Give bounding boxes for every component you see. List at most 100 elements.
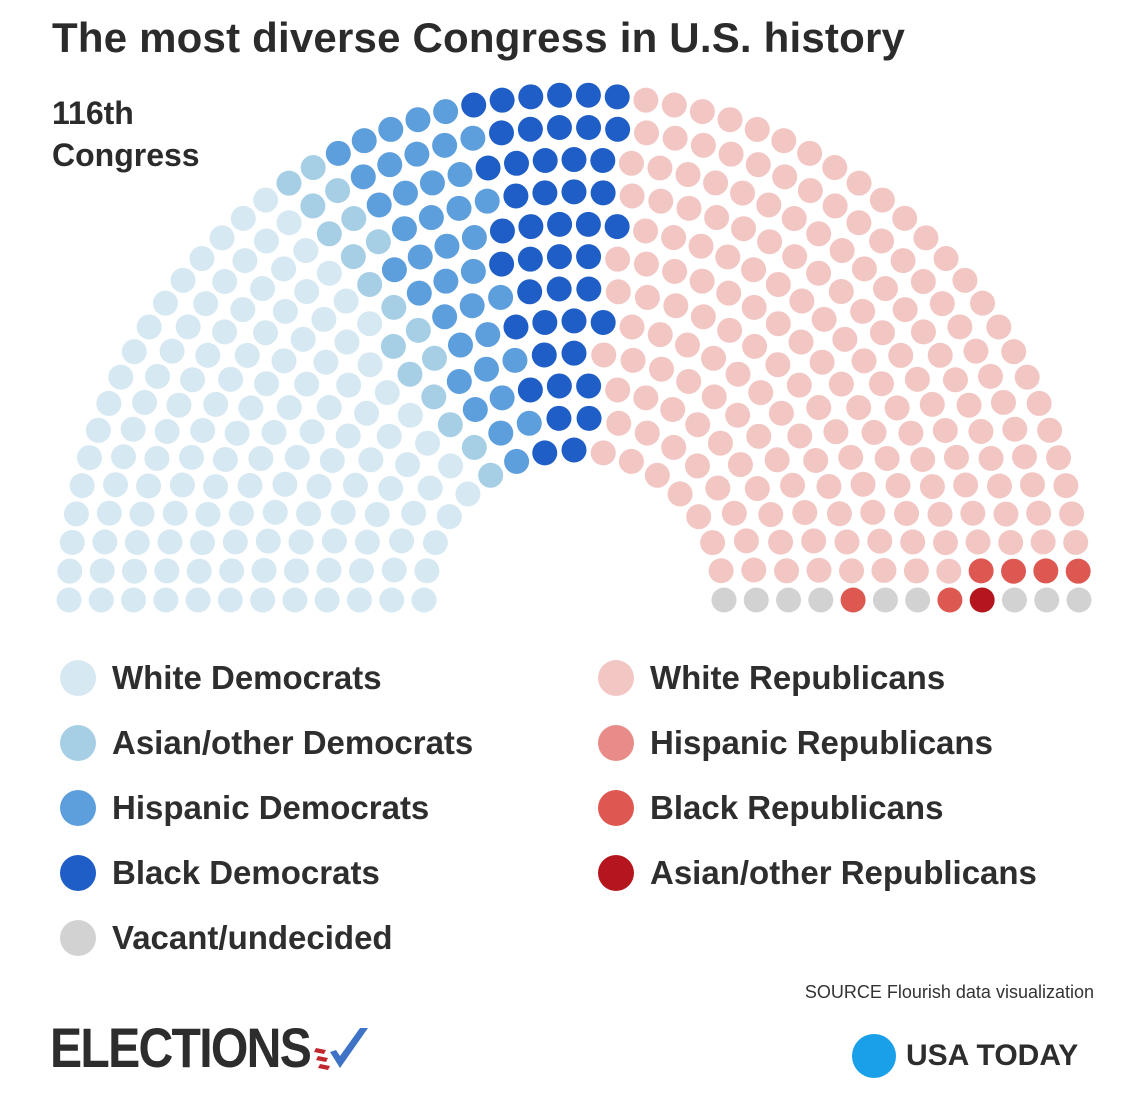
- seat-hispanic-dem: [473, 356, 499, 382]
- seat-white-dem: [189, 246, 215, 272]
- seat-hispanic-dem: [407, 244, 433, 270]
- seat-white-rep: [782, 244, 808, 270]
- seat-hispanic-dem: [433, 99, 459, 125]
- seat-black-dem: [546, 373, 572, 399]
- seat-white-dem: [57, 558, 83, 584]
- seat-white-dem: [237, 473, 263, 499]
- seat-black-dem: [532, 309, 558, 335]
- elections-logo: ELECTIONS: [50, 1018, 372, 1078]
- seat-white-rep: [797, 178, 823, 204]
- seat-white-rep: [663, 293, 689, 319]
- seat-white-rep: [649, 356, 675, 382]
- seat-white-rep: [704, 205, 730, 231]
- seat-white-dem: [319, 447, 345, 473]
- seat-vacant: [1034, 587, 1060, 613]
- seat-black-dem: [546, 405, 572, 431]
- seat-white-rep: [943, 444, 969, 470]
- seat-white-dem: [455, 481, 481, 507]
- legend-item-hispanic-republicans: Hispanic Republicans: [598, 717, 993, 769]
- seat-white-dem: [379, 587, 405, 613]
- seat-hispanic-dem: [418, 205, 444, 231]
- legend-label: Hispanic Democrats: [112, 789, 430, 826]
- seat-white-dem: [96, 390, 122, 416]
- seat-white-rep: [590, 440, 616, 466]
- seat-white-rep: [998, 530, 1024, 556]
- seat-white-rep: [884, 395, 910, 421]
- seat-asian-dem: [405, 317, 431, 343]
- seat-white-rep: [978, 445, 1004, 471]
- seat-white-rep: [910, 319, 936, 345]
- seat-white-rep: [690, 304, 716, 330]
- seat-white-dem: [357, 352, 383, 378]
- seat-white-dem: [336, 372, 362, 398]
- seat-hispanic-dem: [502, 347, 528, 373]
- seat-white-dem: [144, 445, 170, 471]
- seat-white-rep: [993, 501, 1019, 527]
- seat-white-dem: [195, 501, 221, 527]
- seat-white-rep: [904, 366, 930, 392]
- seat-hispanic-dem: [447, 162, 473, 188]
- seat-white-rep: [965, 529, 991, 555]
- seat-white-dem: [238, 395, 264, 421]
- seat-hispanic-dem: [459, 293, 485, 319]
- seat-white-rep: [846, 210, 872, 236]
- seat-white-rep: [605, 377, 631, 403]
- seat-white-dem: [306, 473, 332, 499]
- seat-black-dem: [517, 279, 543, 305]
- seat-white-rep: [892, 205, 918, 231]
- legend-swatch-icon: [598, 790, 634, 826]
- seat-black-dem: [518, 214, 544, 240]
- seat-asian-dem: [461, 434, 487, 460]
- seat-white-rep: [919, 391, 945, 417]
- seat-black-dem: [561, 437, 587, 463]
- seat-white-rep: [1014, 364, 1040, 390]
- seat-hispanic-dem: [474, 188, 500, 214]
- seat-white-dem: [154, 558, 180, 584]
- seat-white-rep: [929, 291, 955, 317]
- seat-white-rep: [828, 279, 854, 305]
- legend: White Democrats Asian/other Democrats Hi…: [60, 652, 1140, 982]
- seat-white-rep: [741, 257, 767, 283]
- seat-white-rep: [900, 529, 926, 555]
- seat-white-dem: [162, 500, 188, 526]
- seat-white-rep: [774, 558, 800, 584]
- seat-white-rep: [1053, 473, 1079, 499]
- seat-white-rep: [689, 268, 715, 294]
- seat-white-rep: [986, 314, 1012, 340]
- seat-white-dem: [170, 267, 196, 293]
- seat-white-rep: [633, 87, 659, 113]
- seat-white-rep: [871, 557, 897, 583]
- seat-white-rep: [806, 557, 832, 583]
- seat-black-dem: [576, 276, 602, 302]
- seat-hispanic-dem: [378, 116, 404, 142]
- seat-white-rep: [661, 225, 687, 251]
- legend-label: Hispanic Republicans: [650, 724, 993, 761]
- seat-white-dem: [253, 228, 279, 254]
- legend-swatch-icon: [598, 855, 634, 891]
- seat-white-dem: [59, 529, 85, 555]
- seat-white-dem: [316, 557, 342, 583]
- seat-asian-dem: [357, 271, 383, 297]
- seat-hispanic-dem: [488, 284, 514, 310]
- seat-white-rep: [956, 392, 982, 418]
- seat-white-dem: [299, 419, 325, 445]
- seat-asian-dem: [421, 384, 447, 410]
- seat-white-rep: [741, 294, 767, 320]
- seat-white-dem: [154, 418, 180, 444]
- seat-white-rep: [960, 500, 986, 526]
- chart-subtitle: 116th Congress: [52, 95, 200, 173]
- seat-white-dem: [276, 210, 302, 236]
- seat-white-rep: [661, 434, 687, 460]
- seat-asian-dem: [381, 294, 407, 320]
- seat-black-dem: [532, 180, 558, 206]
- seat-white-dem: [218, 366, 244, 392]
- seat-white-rep: [942, 367, 968, 393]
- seat-asian-dem: [300, 193, 326, 219]
- seat-black-dem: [590, 180, 616, 206]
- seat-white-dem: [296, 501, 322, 527]
- seat-white-dem: [120, 416, 146, 442]
- seat-black-dem: [517, 116, 543, 142]
- seat-white-rep: [936, 558, 962, 584]
- blue-circle-icon: [852, 1034, 896, 1078]
- seat-white-dem: [376, 423, 402, 449]
